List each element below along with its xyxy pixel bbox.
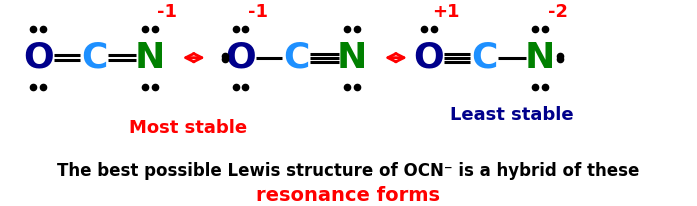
Text: +1: +1 xyxy=(432,3,460,21)
Text: resonance forms: resonance forms xyxy=(256,186,441,205)
Text: -2: -2 xyxy=(548,3,567,21)
Text: The best possible Lewis structure of OCN⁻ is a hybrid of these: The best possible Lewis structure of OCN… xyxy=(57,162,640,180)
Text: Most stable: Most stable xyxy=(129,119,247,137)
Text: -1: -1 xyxy=(158,3,177,21)
Text: N: N xyxy=(337,41,367,75)
Text: O: O xyxy=(23,41,54,75)
Text: O: O xyxy=(225,41,256,75)
Text: C: C xyxy=(283,41,309,75)
Text: N: N xyxy=(525,41,556,75)
Text: N: N xyxy=(135,41,165,75)
Text: C: C xyxy=(81,41,107,75)
Text: Least stable: Least stable xyxy=(450,106,574,124)
Text: O: O xyxy=(413,41,444,75)
Text: C: C xyxy=(471,41,498,75)
Text: -1: -1 xyxy=(248,3,268,21)
